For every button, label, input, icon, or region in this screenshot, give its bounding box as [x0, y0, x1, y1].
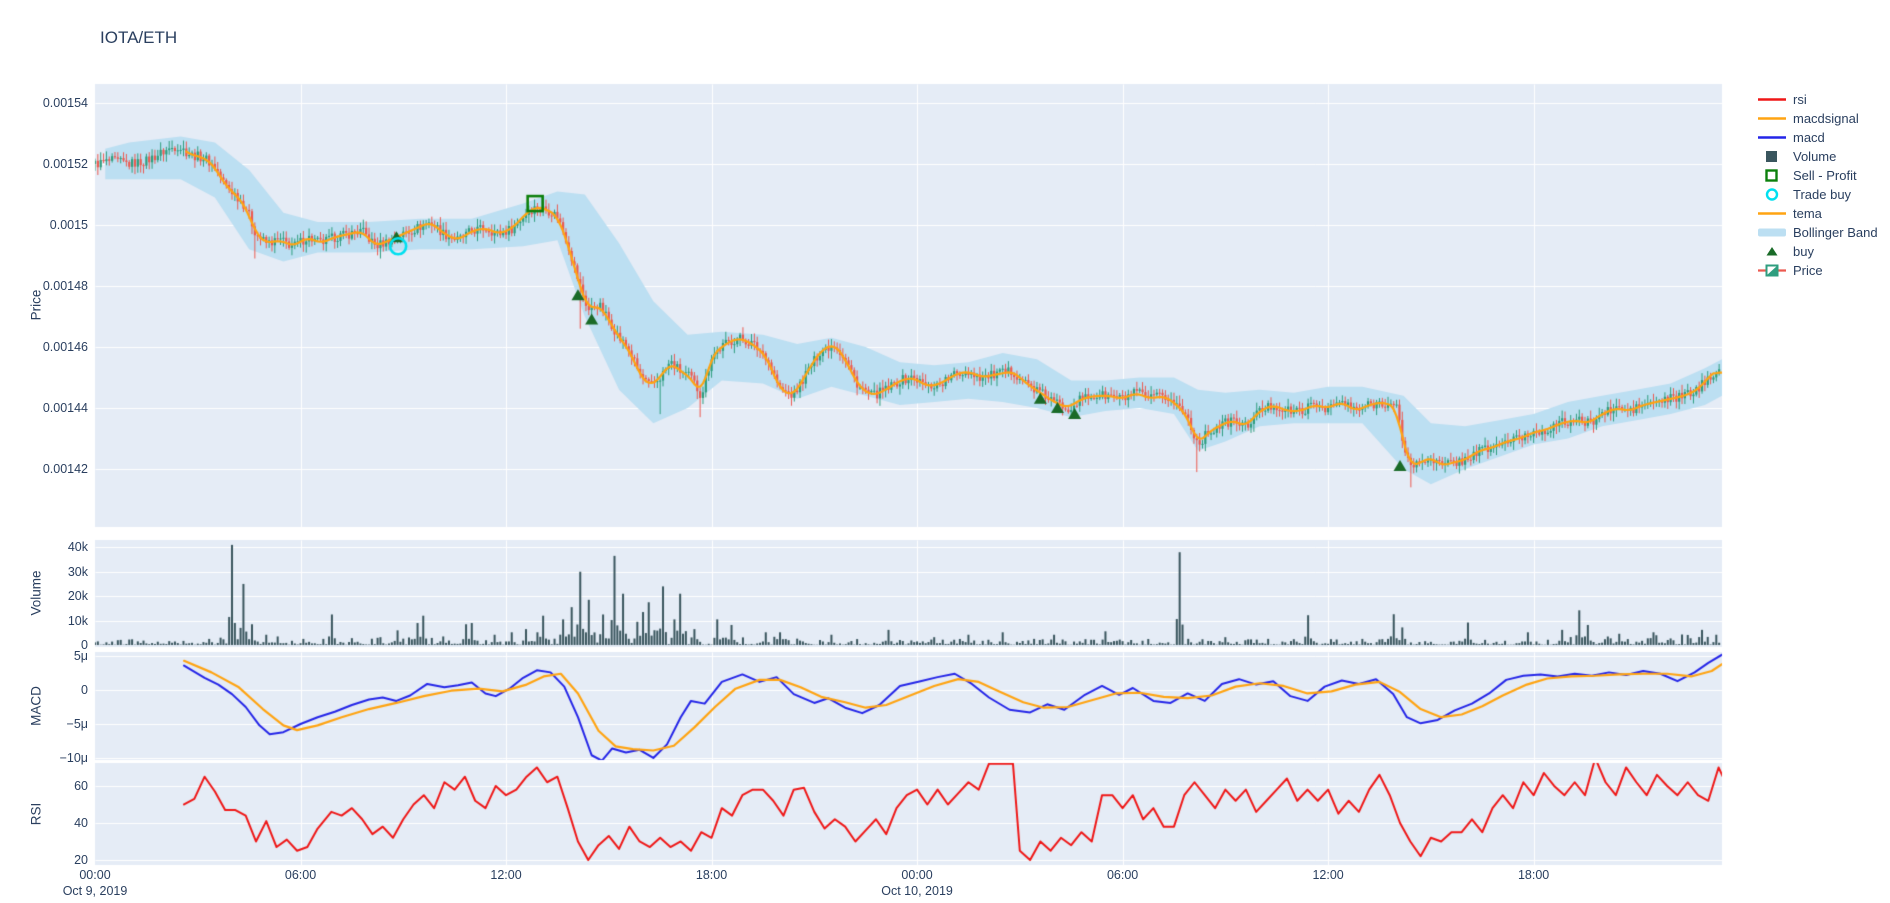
x-tick-label: 00:00	[901, 868, 933, 882]
legend-item-rsi[interactable]: rsi	[1756, 90, 1878, 109]
legend-label: Sell - Profit	[1793, 168, 1857, 183]
x-date-label: Oct 9, 2019	[62, 884, 128, 898]
legend-item-macdsignal[interactable]: macdsignal	[1756, 109, 1878, 128]
legend-label: rsi	[1793, 92, 1807, 107]
legend-item-volume[interactable]: Volume	[1756, 147, 1878, 166]
x-date-label: Oct 10, 2019	[881, 884, 953, 898]
price-y-tick-label: 0.00154	[42, 95, 88, 110]
macd-y-tick-label: −5μ	[66, 717, 88, 731]
volume-y-tick-label: 0	[81, 638, 88, 652]
price-y-tick-label: 0.00142	[42, 462, 88, 477]
sell-profit-swatch-icon	[1756, 168, 1788, 183]
legend-label: buy	[1793, 244, 1814, 259]
volume-swatch-icon	[1756, 149, 1788, 164]
price-y-tick-label: 0.00148	[42, 278, 88, 293]
chart-title: IOTA/ETH	[100, 28, 178, 47]
x-tick-label: 18:00	[695, 868, 728, 882]
trade-buy-swatch-icon	[1756, 187, 1788, 202]
x-tick-label: 18:00	[1517, 868, 1550, 882]
price-y-tick-label: 0.00152	[42, 156, 88, 171]
legend-item-price[interactable]: Price	[1756, 261, 1878, 280]
legend-label: macd	[1793, 130, 1825, 145]
price-swatch-icon	[1756, 263, 1788, 278]
legend-label: Price	[1793, 263, 1823, 278]
buy-swatch-icon	[1756, 244, 1788, 259]
rsi-swatch-icon	[1756, 92, 1788, 107]
legend-item-trade-buy[interactable]: Trade buy	[1756, 185, 1878, 204]
price-axis-title: Price	[28, 289, 44, 321]
x-tick-label: 00:00	[79, 868, 111, 882]
macd-swatch-icon	[1756, 130, 1788, 145]
rsi-y-tick-label: 20	[74, 853, 88, 867]
price-y-tick-label: 0.00146	[42, 339, 88, 354]
macd-y-tick-label: −10μ	[59, 750, 88, 765]
macd-y-tick-label: 0	[81, 683, 88, 698]
legend-item-buy[interactable]: buy	[1756, 242, 1878, 261]
x-tick-label: 06:00	[284, 868, 317, 882]
macdsignal-swatch-icon	[1756, 111, 1788, 126]
rsi-y-tick-label: 40	[74, 815, 88, 830]
price-y-tick-label: 0.0015	[49, 217, 88, 232]
legend-label: Trade buy	[1793, 187, 1852, 202]
x-tick-label: 06:00	[1106, 868, 1139, 882]
x-tick-label: 12:00	[490, 868, 522, 882]
tema-swatch-icon	[1756, 206, 1788, 221]
legend-label: Volume	[1793, 149, 1837, 164]
volume-y-tick-label: 10k	[67, 613, 88, 628]
bollinger-band-swatch-icon	[1756, 225, 1788, 240]
x-tick-label: 12:00	[1312, 868, 1344, 882]
volume-y-tick-label: 40k	[67, 540, 88, 555]
legend-item-tema[interactable]: tema	[1756, 204, 1878, 223]
volume-y-tick-label: 20k	[67, 589, 88, 604]
legend-item-bollinger-band[interactable]: Bollinger Band	[1756, 223, 1878, 242]
legend-label: macdsignal	[1793, 111, 1859, 126]
legend-item-sell-profit[interactable]: Sell - Profit	[1756, 166, 1878, 185]
rsi-y-tick-label: 60	[74, 778, 88, 793]
legend-label: Bollinger Band	[1793, 225, 1878, 240]
legend-item-macd[interactable]: macd	[1756, 128, 1878, 147]
price-y-tick-label: 0.00144	[42, 401, 88, 415]
macd-y-tick-label: 5μ	[73, 649, 88, 664]
legend: rsi macdsignal macd Volume Sell - Profit Trad…	[1756, 90, 1878, 280]
legend-label: tema	[1793, 206, 1822, 221]
volume-y-tick-label: 30k	[67, 564, 88, 579]
